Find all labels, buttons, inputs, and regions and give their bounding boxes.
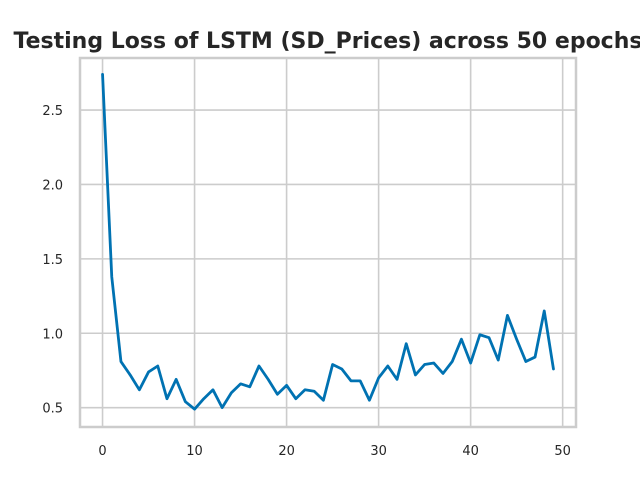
chart-title: Testing Loss of LSTM (SD_Prices) across … — [14, 29, 640, 54]
x-tick-label: 0 — [98, 444, 106, 459]
x-tick-label: 40 — [462, 444, 479, 459]
y-tick-labels: 0.5 1.0 1.5 2.0 2.5 — [42, 104, 63, 417]
x-tick-label: 10 — [186, 444, 203, 459]
plot-frame — [78, 56, 578, 429]
x-tick-label: 20 — [278, 444, 295, 459]
x-tick-label: 30 — [370, 444, 387, 459]
y-tick-label: 0.5 — [42, 402, 63, 417]
loss-series-line — [101, 72, 555, 411]
y-tick-label: 2.5 — [42, 104, 63, 119]
grid-lines — [80, 58, 576, 427]
y-tick-label: 2.0 — [42, 178, 63, 193]
x-tick-label: 50 — [554, 444, 571, 459]
y-tick-label: 1.5 — [42, 253, 63, 268]
x-tick-labels: 0 10 20 30 40 50 — [98, 444, 571, 459]
y-tick-label: 1.0 — [42, 327, 63, 342]
series-lines — [101, 72, 555, 411]
